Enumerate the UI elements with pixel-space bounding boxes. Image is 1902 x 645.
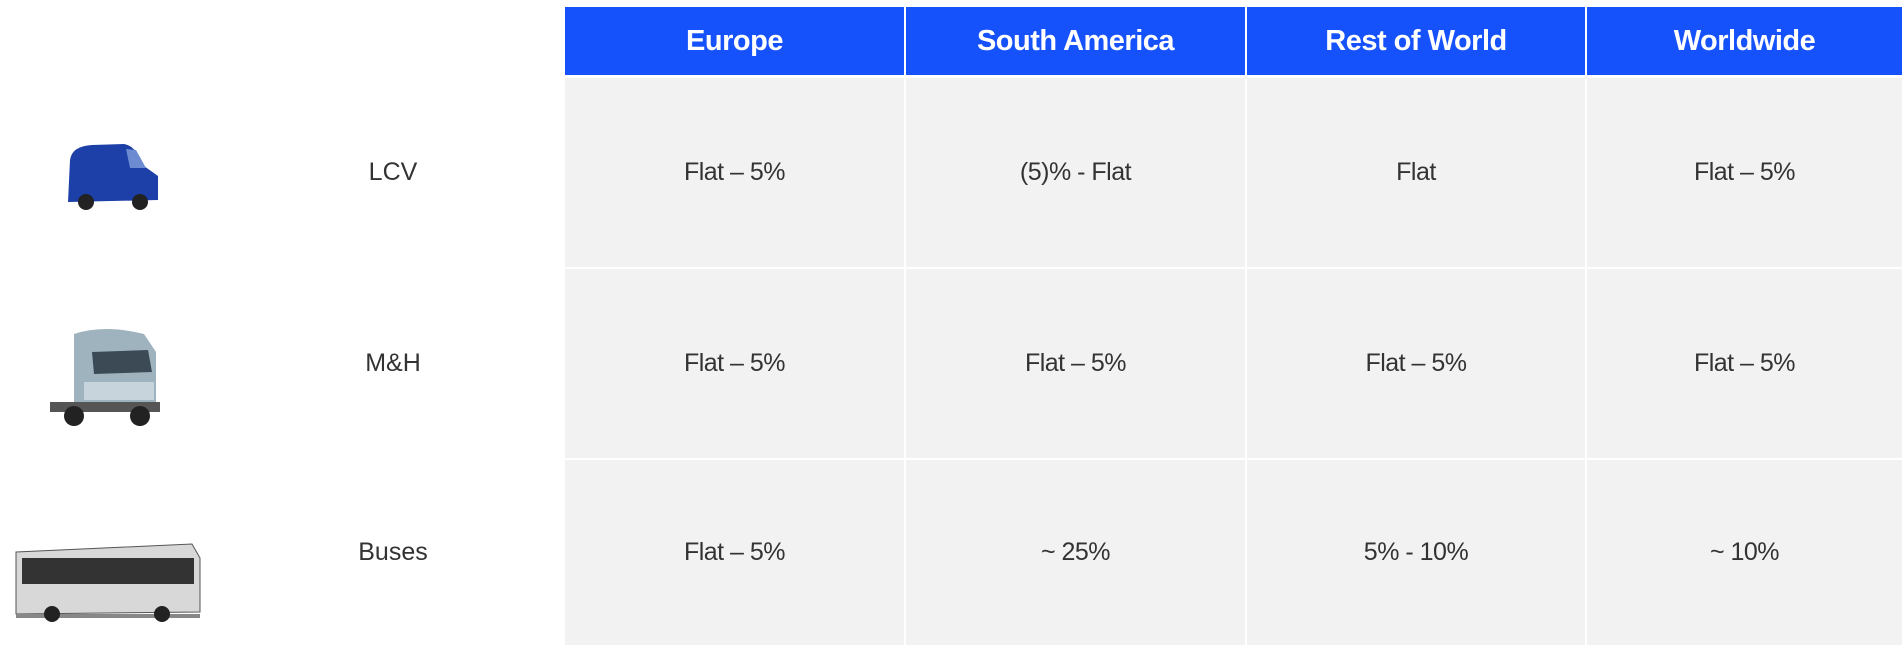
table-cell: ~ 25% xyxy=(906,460,1245,645)
table-cell: Flat – 5% xyxy=(1587,269,1902,458)
table-cell: Flat xyxy=(1247,78,1585,267)
table-cell: ~ 10% xyxy=(1587,460,1902,645)
table-cell: Flat – 5% xyxy=(1247,269,1585,458)
row-label: Buses xyxy=(358,538,428,566)
table-cell: Flat – 5% xyxy=(565,460,904,645)
van-icon xyxy=(68,144,158,210)
table-cell: Flat – 5% xyxy=(565,269,904,458)
table-cell: Flat – 5% xyxy=(1587,78,1902,267)
row-label: LCV xyxy=(368,158,418,186)
table-cell: Flat – 5% xyxy=(906,269,1245,458)
table-cell: (5)% - Flat xyxy=(906,78,1245,267)
column-header: Europe xyxy=(565,7,904,75)
column-header: Worldwide xyxy=(1587,7,1902,75)
column-header: South America xyxy=(906,7,1245,75)
table-cell: 5% - 10% xyxy=(1247,460,1585,645)
row-label: M&H xyxy=(365,349,421,377)
table-cell: Flat – 5% xyxy=(565,78,904,267)
column-header: Rest of World xyxy=(1247,7,1585,75)
truck-icon xyxy=(50,329,160,426)
bus-icon xyxy=(15,543,201,622)
